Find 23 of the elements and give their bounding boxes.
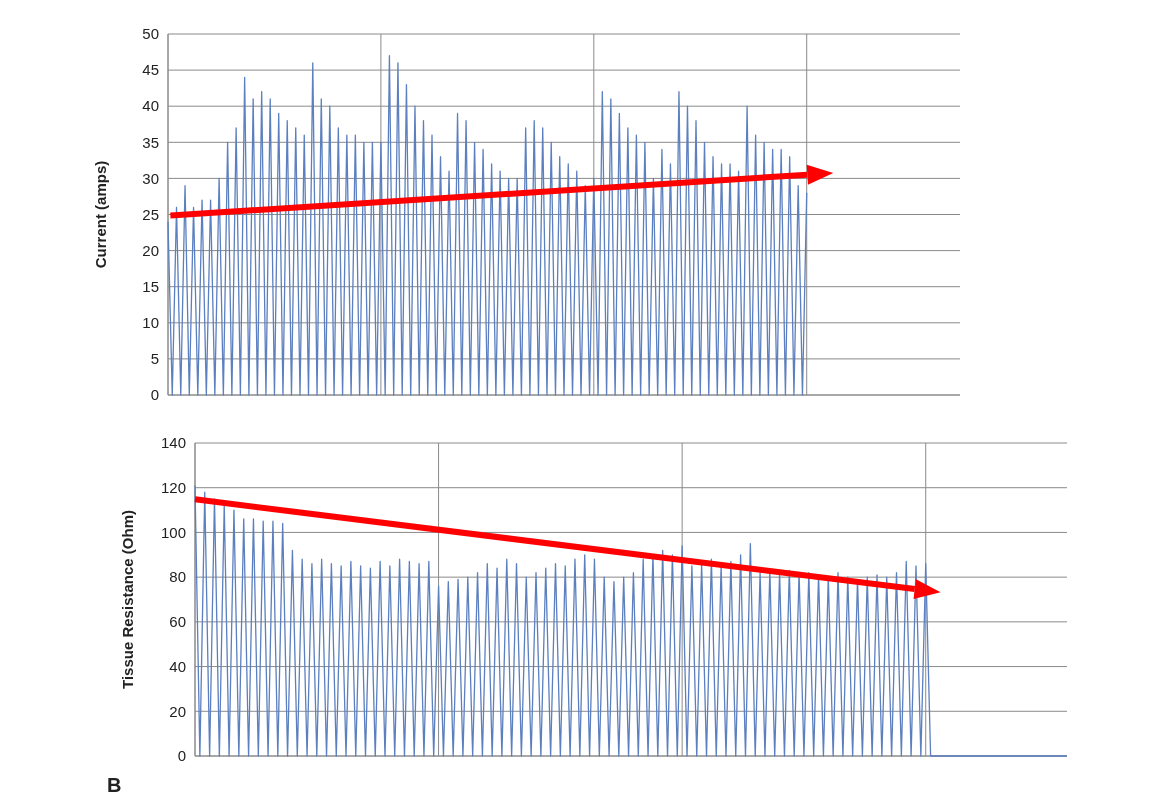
y-tick-label: 40 [142, 97, 159, 115]
y-tick-label: 0 [150, 386, 159, 404]
y-tick-label: 15 [142, 277, 159, 295]
y-tick-label: 5 [150, 350, 159, 368]
y-tick-label: 35 [142, 133, 159, 151]
y-tick-label: 50 [142, 25, 159, 43]
y-tick-label: 80 [169, 568, 186, 586]
y-axis-title: Current (amps) [92, 160, 109, 269]
y-tick-label: 25 [142, 205, 159, 223]
y-tick-label: 30 [142, 169, 159, 187]
y-tick-label: 60 [169, 613, 186, 631]
y-tick-label: 40 [169, 657, 186, 675]
line-series [167, 55, 808, 396]
y-tick-label: 140 [160, 434, 186, 452]
y-axis-title: Tissue Resistance (Ohm) [119, 510, 136, 689]
y-tick-label: 20 [169, 702, 186, 720]
y-tick-label: 120 [160, 478, 186, 496]
y-tick-label: 100 [160, 523, 186, 541]
y-tick-label: 0 [177, 747, 186, 765]
text: B [107, 774, 122, 796]
y-tick-label: 20 [142, 241, 159, 259]
y-tick-label: 10 [142, 314, 159, 332]
y-tick-label: 45 [142, 61, 159, 79]
